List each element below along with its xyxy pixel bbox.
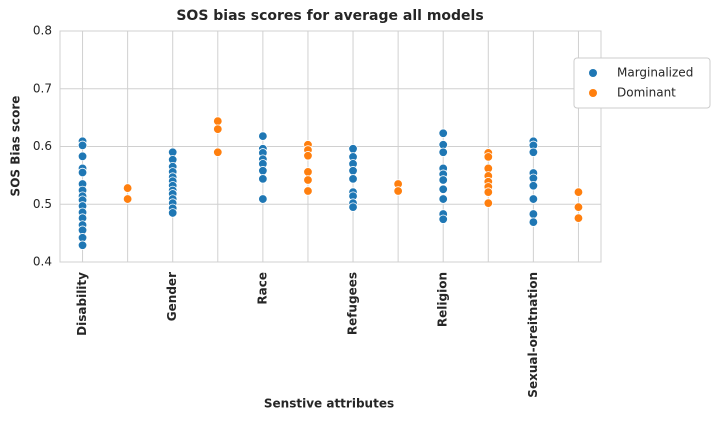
point — [303, 175, 313, 185]
point — [528, 194, 539, 204]
point — [213, 147, 223, 157]
legend-marker — [589, 69, 597, 77]
x-tick-label: Sexual-oreitnation — [526, 272, 540, 398]
point — [348, 144, 358, 154]
x-tick-label: Religion — [436, 272, 450, 327]
point — [122, 194, 133, 204]
point — [438, 147, 448, 157]
point — [573, 202, 584, 212]
point — [77, 167, 88, 178]
point — [348, 174, 358, 184]
x-tick-label: Race — [255, 272, 269, 305]
y-tick-label: 0.5 — [33, 197, 52, 211]
x-tick-label: Refugees — [346, 272, 360, 335]
point — [258, 194, 268, 204]
point — [393, 186, 403, 196]
point — [77, 240, 88, 250]
point — [573, 187, 584, 197]
point — [528, 181, 539, 191]
point — [348, 202, 358, 212]
point — [303, 151, 313, 161]
point — [303, 167, 313, 177]
point — [258, 174, 268, 184]
point — [258, 166, 268, 176]
x-tick-label: Gender — [165, 272, 179, 321]
point — [438, 194, 448, 204]
point — [258, 131, 268, 141]
point — [438, 214, 448, 224]
point — [483, 152, 493, 162]
point — [122, 183, 133, 193]
point — [528, 209, 539, 219]
point — [303, 186, 313, 196]
x-tick-label: Disability — [75, 272, 89, 336]
y-axis-label: SOS Bias score — [9, 96, 23, 197]
point — [213, 124, 223, 134]
point — [528, 217, 539, 227]
point — [483, 198, 493, 208]
point — [348, 166, 358, 176]
point — [77, 151, 88, 162]
y-tick-label: 0.8 — [33, 24, 52, 38]
point — [213, 116, 223, 126]
y-tick-label: 0.7 — [33, 81, 52, 95]
point — [438, 175, 448, 185]
legend-label: Dominant — [617, 86, 676, 100]
legend-box — [573, 57, 711, 109]
plot-border — [59, 30, 602, 263]
point — [483, 187, 493, 197]
legend-marker — [589, 89, 597, 97]
chart-title: SOS bias scores for average all models — [176, 8, 483, 24]
point — [168, 208, 178, 218]
point — [438, 184, 448, 194]
point — [528, 147, 539, 157]
y-tick-label: 0.6 — [33, 139, 52, 153]
point — [573, 213, 584, 223]
point — [438, 128, 448, 138]
legend-label: Marginalized — [617, 66, 693, 80]
point — [77, 140, 88, 151]
y-tick-label: 0.4 — [33, 255, 52, 269]
x-axis-label: Senstive attributes — [264, 397, 394, 411]
